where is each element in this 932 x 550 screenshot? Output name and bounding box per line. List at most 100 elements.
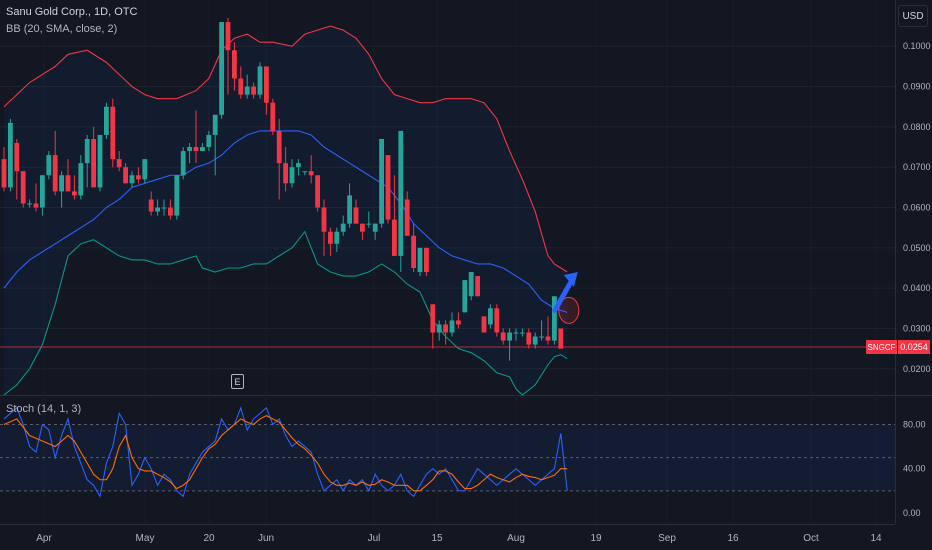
- candle-body: [219, 22, 224, 115]
- candle: [33, 183, 39, 212]
- candle: [417, 247, 423, 277]
- bb-basis-line: [3, 130, 568, 313]
- candle-body: [65, 175, 71, 192]
- candle: [1, 147, 7, 192]
- price-tick-label: 0.0500: [903, 243, 931, 253]
- candle-body: [148, 199, 154, 212]
- candle: [168, 199, 173, 220]
- candle: [270, 98, 276, 135]
- candle: [212, 114, 218, 176]
- candle-body: [142, 159, 148, 180]
- symbol-tag: SNGCF: [866, 340, 897, 354]
- time-tick-label: Oct: [803, 533, 819, 544]
- bb-lower-line: [3, 230, 568, 396]
- candle-body: [500, 332, 506, 341]
- candle: [97, 134, 103, 192]
- candle-body: [270, 102, 276, 131]
- candle: [264, 66, 269, 115]
- time-tick-label: 15: [431, 533, 443, 544]
- candle-body: [353, 207, 359, 224]
- candle: [174, 175, 180, 220]
- earnings-marker[interactable]: E: [231, 374, 244, 389]
- candle-body: [379, 138, 384, 224]
- candle-body: [97, 134, 103, 188]
- candle-body: [123, 167, 128, 184]
- stoch-tick-label: 0.00: [903, 508, 921, 518]
- candle-body: [539, 336, 544, 338]
- candle-body: [232, 50, 237, 79]
- candle: [520, 328, 525, 337]
- candle-body: [174, 175, 180, 216]
- time-tick-label: 19: [590, 533, 602, 544]
- candle: [379, 138, 384, 228]
- candle-body: [507, 332, 512, 341]
- candle: [276, 118, 282, 200]
- candle-body: [468, 272, 474, 297]
- candle-body: [360, 223, 365, 232]
- candle: [328, 227, 333, 256]
- bb-indicator-label[interactable]: BB (20, SMA, close, 2): [6, 23, 118, 35]
- candle: [72, 175, 77, 200]
- candle-body: [404, 199, 410, 236]
- candle: [257, 62, 263, 99]
- candle: [443, 320, 448, 345]
- chart-title: Sanu Gold Corp., 1D, OTC: [6, 6, 138, 18]
- candle-body: [520, 332, 525, 334]
- candle: [283, 147, 288, 192]
- candle-body: [20, 171, 26, 204]
- candle-body: [91, 138, 96, 188]
- candle-body: [8, 122, 13, 188]
- candle: [219, 22, 224, 119]
- candle-body: [110, 106, 116, 160]
- candle: [148, 191, 154, 216]
- candle-body: [475, 276, 480, 297]
- candle-body: [334, 231, 340, 244]
- candle: [430, 304, 436, 349]
- trend-arrow-head: [563, 272, 578, 288]
- candle-body: [27, 203, 32, 205]
- candle: [449, 312, 455, 337]
- candle-body: [168, 207, 173, 216]
- candle-body: [276, 130, 282, 164]
- candle-body: [462, 280, 468, 313]
- candle: [8, 118, 13, 192]
- candle-body: [526, 332, 532, 345]
- bb-fill: [4, 26, 568, 396]
- price-tick-label: 0.0300: [903, 323, 931, 333]
- stoch-indicator-label[interactable]: Stoch (14, 1, 3): [6, 403, 82, 415]
- candle-body: [456, 320, 461, 325]
- candle: [392, 175, 397, 256]
- candle: [110, 98, 116, 168]
- candle: [84, 134, 90, 188]
- candle-body: [558, 328, 564, 349]
- currency-button[interactable]: USD: [898, 5, 928, 27]
- candle-body: [481, 316, 487, 333]
- candle: [52, 130, 58, 196]
- candle-body: [129, 175, 135, 184]
- candle: [251, 82, 256, 99]
- candle-body: [411, 235, 416, 268]
- price-tick-label: 0.0700: [903, 162, 931, 172]
- candle-body: [72, 191, 77, 196]
- candle: [424, 247, 429, 277]
- candle-body: [532, 336, 538, 345]
- candle-body: [84, 138, 90, 164]
- candle-body: [385, 155, 391, 220]
- candle-body: [328, 231, 333, 244]
- price-tick-label: 0.0800: [903, 122, 931, 132]
- candle: [104, 102, 109, 139]
- price-tick-label: 0.0900: [903, 82, 931, 92]
- candle-body: [449, 320, 455, 333]
- candle: [315, 175, 320, 212]
- candle-body: [59, 175, 64, 192]
- time-tick-label: May: [136, 533, 155, 544]
- candle: [321, 199, 327, 256]
- time-tick-label: Apr: [36, 533, 52, 544]
- trend-arrow-shaft: [552, 279, 574, 313]
- candle: [558, 328, 564, 349]
- candle: [539, 320, 544, 341]
- candle-body: [206, 134, 212, 148]
- candle: [468, 272, 474, 301]
- candle-body: [552, 296, 557, 341]
